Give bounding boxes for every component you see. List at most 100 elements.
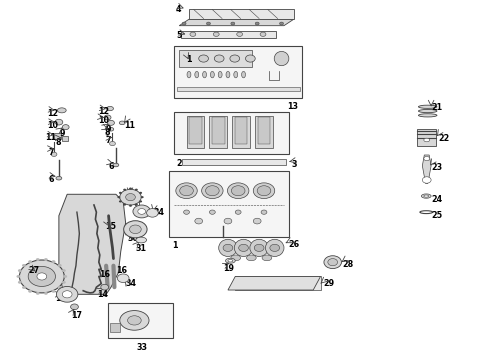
Circle shape [235,210,241,214]
Circle shape [117,274,129,283]
Ellipse shape [231,255,241,261]
Text: 27: 27 [28,266,39,275]
Text: 15: 15 [105,222,116,231]
Circle shape [129,188,132,190]
Text: 4: 4 [176,5,181,14]
Circle shape [202,183,223,199]
Text: 17: 17 [71,311,82,320]
Bar [232,116,250,148]
Circle shape [224,218,232,224]
Text: 12: 12 [98,107,109,116]
Circle shape [56,287,78,302]
Ellipse shape [136,237,147,243]
Polygon shape [59,194,125,294]
Circle shape [62,291,72,298]
Ellipse shape [107,107,114,111]
Text: 12: 12 [47,109,58,118]
Circle shape [205,186,219,196]
Ellipse shape [127,316,141,325]
Text: 19: 19 [223,264,234,273]
Text: 30: 30 [127,234,138,243]
Circle shape [36,292,40,295]
Circle shape [239,244,248,251]
Text: 7: 7 [106,136,111,145]
Text: 14: 14 [97,290,108,299]
Polygon shape [179,19,294,26]
Ellipse shape [108,127,114,131]
Text: 10: 10 [98,116,109,125]
Bar [189,117,202,144]
Circle shape [62,269,66,272]
Ellipse shape [113,163,119,167]
Bar [209,116,227,148]
Circle shape [245,55,255,62]
Ellipse shape [242,71,245,78]
Bar [174,112,289,154]
Circle shape [324,256,342,269]
Circle shape [44,292,48,295]
Circle shape [190,32,196,36]
Bar [170,171,289,237]
Circle shape [123,189,126,191]
Circle shape [147,208,158,217]
Bar [110,323,120,332]
Circle shape [209,210,215,214]
Ellipse shape [119,121,125,125]
Bar [235,276,320,290]
Bar [174,46,302,98]
Ellipse shape [120,311,149,330]
Circle shape [129,225,141,234]
Circle shape [424,157,430,161]
Text: 11: 11 [124,121,135,130]
Circle shape [125,194,135,201]
Ellipse shape [210,71,214,78]
Ellipse shape [424,195,429,197]
Circle shape [422,177,431,183]
Circle shape [180,186,194,196]
Ellipse shape [274,51,289,66]
Circle shape [55,119,63,125]
Polygon shape [422,155,431,184]
Circle shape [119,192,122,194]
Ellipse shape [225,258,235,263]
Polygon shape [189,9,294,19]
Ellipse shape [218,71,222,78]
Ellipse shape [266,239,284,256]
Circle shape [255,22,259,25]
Circle shape [62,125,69,130]
Circle shape [104,115,111,120]
Ellipse shape [202,71,206,78]
Ellipse shape [262,255,272,261]
Circle shape [223,244,233,251]
Circle shape [254,244,264,251]
Circle shape [139,192,142,194]
Bar [177,87,299,91]
Circle shape [261,210,267,214]
Bar [182,158,287,165]
Circle shape [36,258,40,261]
Ellipse shape [57,108,66,113]
Circle shape [17,275,21,278]
Text: 24: 24 [431,195,442,204]
Circle shape [37,273,47,280]
Circle shape [139,201,142,203]
Text: 32: 32 [137,206,148,215]
Circle shape [184,210,190,214]
Circle shape [138,208,146,214]
Ellipse shape [418,114,437,117]
Text: 3: 3 [291,160,297,169]
Circle shape [280,22,284,25]
Circle shape [253,183,275,199]
Circle shape [51,260,55,263]
Text: 13: 13 [288,102,298,111]
Text: 21: 21 [431,103,442,112]
Text: 9: 9 [60,129,65,138]
Text: 26: 26 [289,240,300,249]
Text: 29: 29 [323,279,334,288]
Circle shape [182,22,186,25]
Bar [108,303,173,338]
Text: 1: 1 [187,55,192,64]
Circle shape [231,22,235,25]
Circle shape [123,221,147,238]
Text: 7: 7 [48,148,54,157]
